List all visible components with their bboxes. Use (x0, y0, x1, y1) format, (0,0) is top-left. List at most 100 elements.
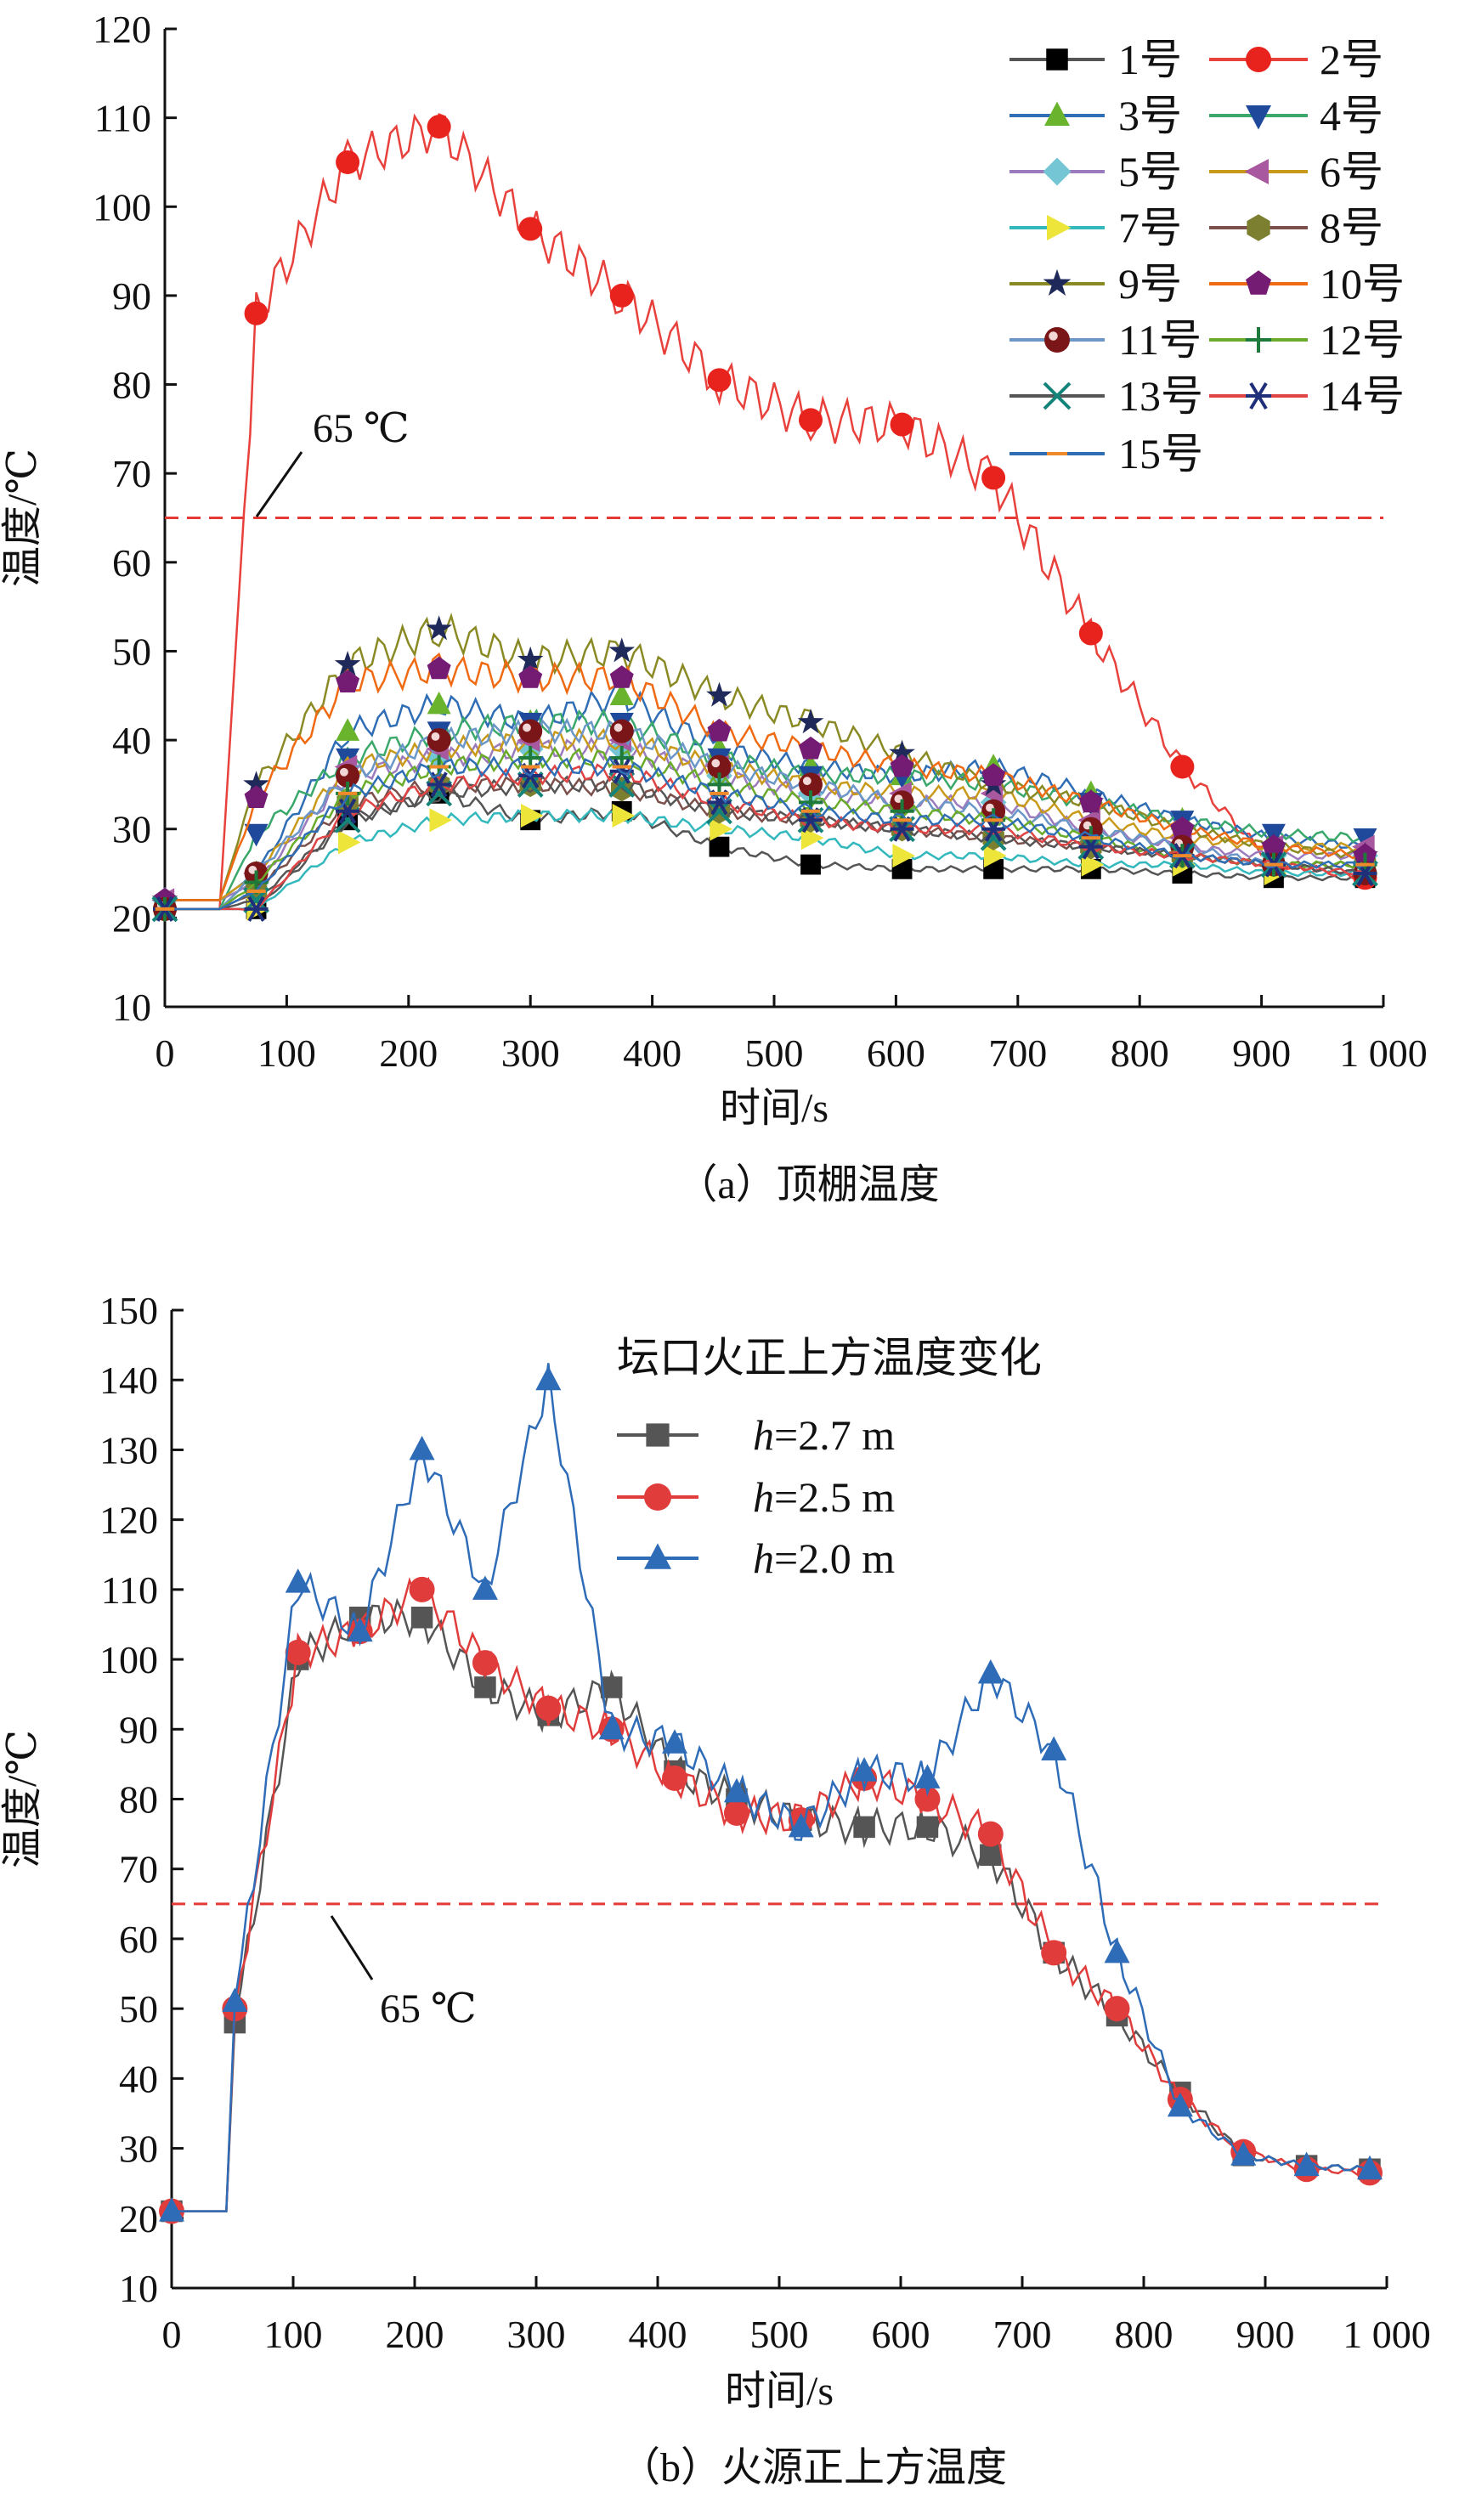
legend-label-rest: =2.5 m (774, 1473, 895, 1521)
y-tick-label: 60 (119, 1918, 158, 1961)
marker-triangle-right (337, 830, 361, 855)
y-tick-label: 130 (99, 1428, 158, 1472)
legend-label: 8号 (1320, 204, 1383, 251)
annotation-leader (330, 1915, 374, 1980)
marker-pentagon (981, 763, 1006, 786)
y-tick-label: 20 (112, 896, 151, 940)
marker-star (889, 739, 915, 765)
marker-sphere (518, 719, 543, 743)
marker-square (410, 1606, 433, 1629)
marker-triangle-up (535, 1365, 562, 1391)
marker-sphere (427, 728, 451, 753)
marker-triangle-up (347, 1617, 373, 1642)
marker-circle (285, 1639, 311, 1665)
marker-circle (518, 217, 543, 241)
marker-star (334, 651, 361, 676)
marker-diamond (1043, 157, 1072, 186)
marker-pentagon (1078, 789, 1103, 813)
marker-sphere-highlight (711, 759, 721, 768)
marker-triangle-up (1104, 1938, 1130, 1963)
marker-sphere (609, 719, 634, 743)
legend-item: 8号 (1209, 204, 1383, 251)
legend-label: h=2.5 m (753, 1473, 895, 1521)
marker-triangle-right (429, 808, 453, 833)
y-tick-label: 100 (93, 185, 151, 229)
marker-triangle-right (800, 826, 824, 850)
marker-triangle-right (1081, 852, 1105, 877)
marker-circle (1041, 1940, 1067, 1966)
marker-circle (1246, 47, 1271, 72)
marker-circle (981, 466, 1006, 490)
marker-square (1046, 48, 1068, 71)
legend-label: 1号 (1118, 36, 1182, 83)
legend-item: 10号 (1209, 260, 1405, 308)
y-tick-label: 50 (112, 630, 151, 673)
legend-label: h=2.7 m (753, 1411, 895, 1459)
marker-pentagon (609, 665, 634, 688)
legend-item: 9号 (1009, 260, 1182, 308)
legend-item: 4号 (1209, 92, 1383, 139)
marker-circle (609, 283, 634, 308)
legend-label-italic: h (753, 1411, 774, 1459)
annotation-leader (255, 451, 303, 517)
chart-caption: （a）顶棚温度 (676, 1162, 939, 1207)
y-axis-label: 温度/℃ (0, 1730, 45, 1868)
marker-pentagon (518, 665, 543, 688)
marker-hexagon (1247, 214, 1270, 241)
legend-label-rest: =2.7 m (774, 1411, 895, 1459)
legend-label-italic: h (753, 1473, 774, 1521)
series-line (165, 808, 1366, 911)
marker-pentagon (1261, 833, 1286, 857)
marker-circle (1170, 754, 1195, 779)
marker-triangle-down (1353, 828, 1377, 851)
series-h=2.5 m (159, 1576, 1383, 2224)
series-line (165, 612, 1366, 901)
marker-x (608, 771, 636, 798)
marker-circle (914, 1786, 941, 1812)
marker-star (1043, 268, 1072, 296)
x-tick-label: 100 (257, 1031, 316, 1075)
marker-triangle-up (1044, 101, 1070, 126)
y-tick-label: 70 (112, 452, 151, 495)
legend-item: 7号 (1009, 204, 1182, 251)
marker-triangle-up (609, 682, 634, 705)
marker-x (1043, 381, 1072, 410)
marker-sphere-highlight (523, 723, 531, 732)
marker-triangle-up (977, 1659, 1004, 1684)
x-tick-label: 900 (1236, 2313, 1295, 2356)
x-tick-label: 500 (745, 1031, 804, 1075)
marker-triangle-up (644, 1543, 671, 1569)
marker-triangle-up (1356, 2155, 1383, 2180)
marker-triangle-right (612, 804, 636, 828)
legend-label: 13号 (1118, 372, 1203, 420)
marker-square (474, 1676, 496, 1698)
marker-sphere-highlight (614, 723, 623, 732)
y-tick-label: 120 (93, 8, 151, 51)
marker-circle (644, 1483, 671, 1511)
marker-square (916, 1816, 939, 1839)
x-tick-label: 200 (379, 1031, 438, 1075)
marker-pentagon (244, 785, 269, 808)
marker-triangle-up (1230, 2141, 1257, 2166)
marker-sphere-highlight (1049, 331, 1058, 341)
x-tick-label: 400 (629, 2313, 687, 2356)
marker-triangle-up (788, 1812, 814, 1838)
legend-item: 1号 (1009, 36, 1182, 83)
marker-star (517, 646, 544, 671)
marker-triangle-up (159, 2197, 184, 2222)
y-tick-label: 90 (112, 274, 151, 318)
marker-triangle-right (892, 844, 915, 868)
legend-item: 11号 (1009, 316, 1202, 364)
marker-triangle-right (1047, 215, 1072, 240)
marker-triangle-up (851, 1757, 878, 1782)
marker-sphere (1044, 327, 1070, 353)
marker-triangle-up (409, 1435, 435, 1461)
legend-label: 15号 (1118, 430, 1203, 477)
series-h=2.7 m (161, 1597, 1381, 2223)
x-tick-label: 700 (988, 1031, 1047, 1075)
marker-circle (535, 1695, 562, 1721)
marker-triangle-up (662, 1729, 688, 1754)
y-tick-label: 40 (112, 719, 151, 762)
marker-circle (799, 408, 823, 432)
